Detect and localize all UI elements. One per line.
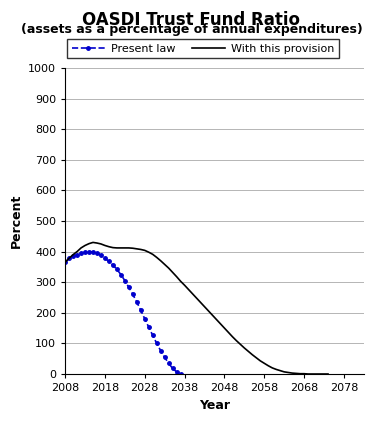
Text: OASDI Trust Fund Ratio: OASDI Trust Fund Ratio [82,11,301,28]
Present law [71,253,75,258]
With this provision [310,371,314,377]
With this provision [83,243,87,248]
Present law [95,251,99,256]
With this provision [326,371,330,377]
Present law [131,292,135,297]
Present law [79,251,83,256]
Present law [146,325,151,330]
Text: (assets as a percentage of annual expenditures): (assets as a percentage of annual expend… [21,23,362,37]
Present law [151,333,155,338]
Present law [63,260,67,265]
Present law [115,267,119,272]
With this provision [174,274,179,279]
Present law [159,348,163,353]
Present law [83,249,87,255]
Line: Present law: Present law [62,248,184,377]
Present law [99,253,103,258]
Present law [87,249,91,254]
Present law [154,341,159,346]
Present law [111,263,115,268]
Present law [174,369,179,374]
Y-axis label: Percent: Percent [10,194,23,248]
Present law [75,252,79,257]
Present law [67,256,71,261]
Present law [123,278,127,283]
With this provision [91,240,95,245]
Present law [139,308,143,313]
Present law [134,300,139,305]
Present law [178,371,183,377]
With this provision [186,287,191,292]
Present law [119,272,123,277]
Present law [142,316,147,321]
Present law [170,366,175,371]
Line: With this provision: With this provision [65,242,328,374]
Present law [126,285,131,290]
Present law [166,361,171,366]
Legend: Present law, With this provision: Present law, With this provision [67,40,339,58]
X-axis label: Year: Year [199,399,230,411]
With this provision [266,363,270,368]
Present law [103,256,107,261]
With this provision [306,371,310,377]
Present law [91,249,95,255]
With this provision [63,260,67,265]
Present law [106,259,111,264]
With this provision [99,241,103,246]
Present law [162,355,167,360]
